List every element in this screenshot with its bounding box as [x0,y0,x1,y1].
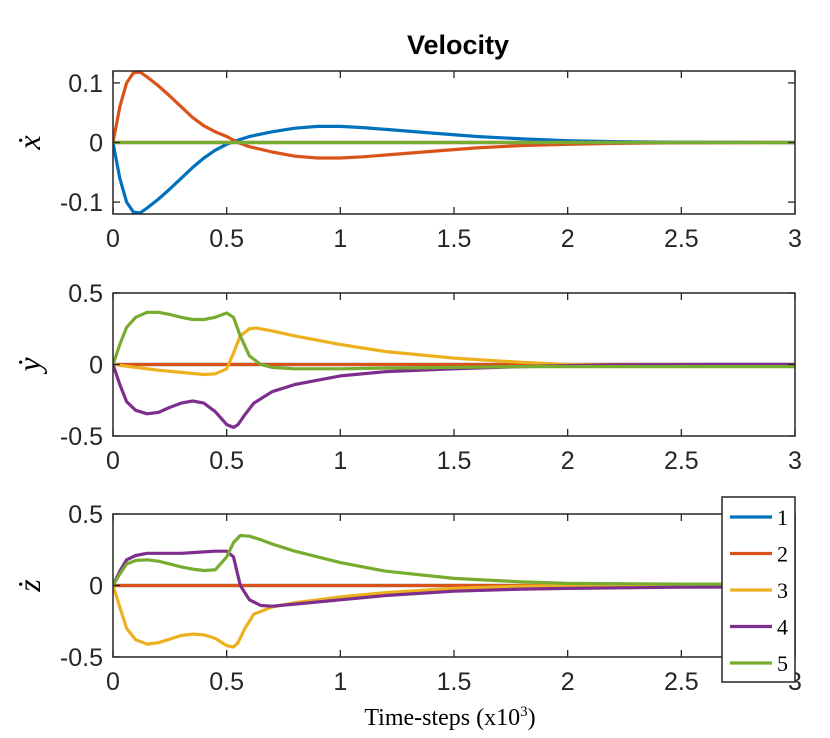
y-tick-label: -0.1 [60,189,103,217]
series-line-3 [113,326,795,377]
y-tick-label: 0 [89,130,103,158]
y-tick-label: 0.5 [68,280,103,308]
series-line-4 [113,549,795,608]
series-line-5 [113,310,795,371]
subplot-2: 0 0.5 1 1.5 2 2.5 3-0.500.5ẏ [11,280,802,475]
y-tick-label: -0.5 [60,644,103,672]
x-axis-label: Time-steps (x103) [364,704,535,731]
series-line-3 [113,583,795,649]
series-line-2 [113,71,795,160]
subplot-1: 0 0.5 1 1.5 2 2.5 3-0.100.1ẋ [11,70,802,253]
legend-label-3: 3 [777,578,788,603]
y-tick-label: 0.1 [68,70,103,98]
x-tick-label: 1.5 [437,447,472,475]
series-line-1 [113,124,795,214]
x-tick-label: 1.5 [437,668,472,696]
y-tick-label: 0 [89,352,103,380]
x-tick-label: 2 [561,447,575,475]
x-tick-label: 3 [788,225,802,253]
subplot-3: 00.511.522.53-0.500.5ż [11,501,802,696]
series-group [113,71,795,214]
y-axis-label: ż [11,579,47,593]
x-tick-label: 1 [333,225,347,253]
x-tick-label: 2 [561,668,575,696]
legend-label-1: 1 [777,505,788,530]
x-tick-label: 2 [561,225,575,253]
x-tick-label: 2.5 [664,225,699,253]
y-axis-label: ẋ [11,135,47,151]
x-tick-label: 0 [106,668,120,696]
legend-label-5: 5 [777,651,788,676]
y-tick-label: 0.5 [68,501,103,529]
x-tick-label: 2.5 [664,447,699,475]
x-tick-label: 2.5 [664,668,699,696]
legend-label-4: 4 [777,615,788,640]
x-tick-label: 1 [333,668,347,696]
x-tick-label: 1 [333,447,347,475]
x-tick-label: 1.5 [437,225,472,253]
y-axis-label: ẏ [11,357,47,375]
x-tick-label: 0 [106,225,120,253]
legend: 1 2 3 4 5 [721,496,796,683]
series-group [113,310,795,429]
x-tick-label: 0.5 [209,225,244,253]
series-line-5 [113,533,795,588]
y-tick-label: 0 [89,573,103,601]
figure-title: Velocity [407,30,509,60]
x-tick-label: 0.5 [209,668,244,696]
series-group [113,533,795,649]
x-tick-label: 0 [106,447,120,475]
x-tick-label: 3 [788,447,802,475]
legend-label-2: 2 [777,542,788,567]
y-tick-label: -0.5 [60,423,103,451]
x-tick-label: 0.5 [209,447,244,475]
